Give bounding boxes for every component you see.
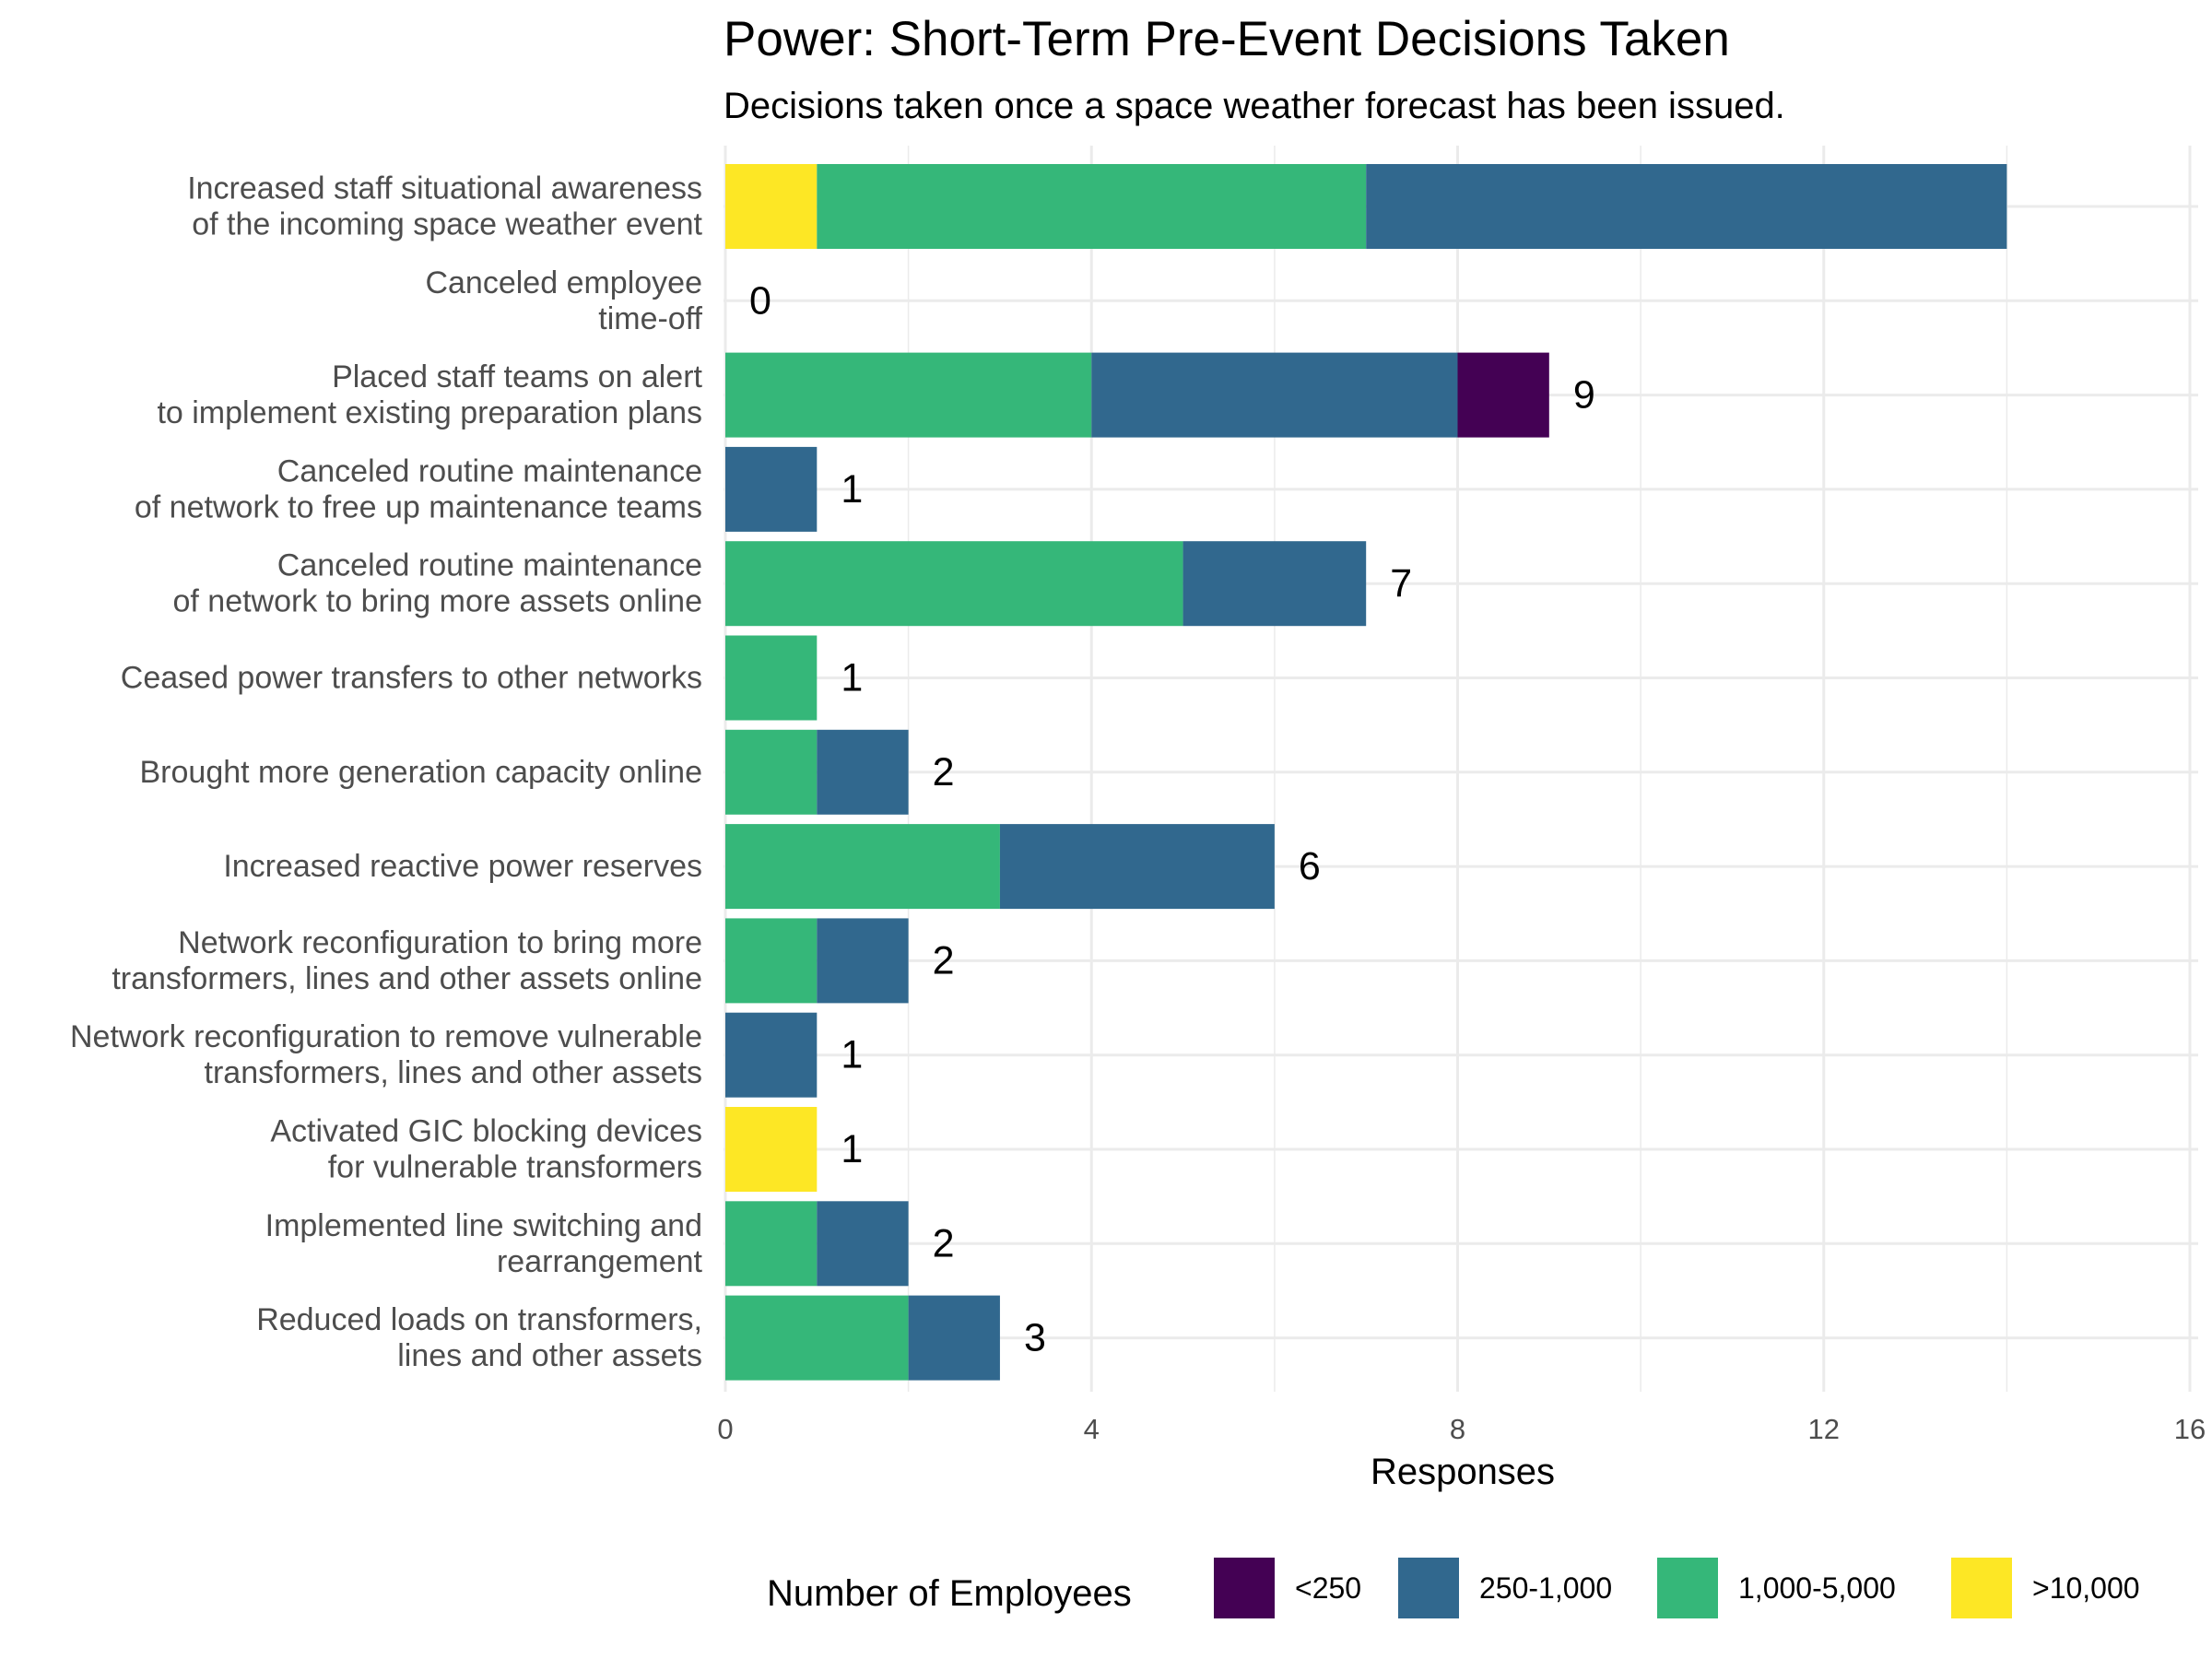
- category-label: Placed staff teams on alert: [332, 359, 702, 394]
- legend-key: [1657, 1558, 1718, 1618]
- labels: Increased staff situational awarenessof …: [70, 171, 2206, 1446]
- bar-total-label: 1: [841, 656, 863, 700]
- bar-segment: [725, 446, 818, 532]
- legend-label: >10,000: [2032, 1571, 2140, 1605]
- legend-title: Number of Employees: [767, 1573, 1132, 1614]
- bar-segment: [999, 824, 1275, 910]
- category-label: of network to bring more assets online: [172, 584, 702, 619]
- bar-segment: [817, 918, 909, 1004]
- category-label: to implement existing preparation plans: [157, 395, 702, 430]
- bar-segment: [725, 164, 818, 249]
- bar-total-label: 2: [933, 1221, 955, 1265]
- legend-key: [1398, 1558, 1459, 1618]
- bar-total-label: 7: [1390, 561, 1412, 606]
- x-tick-label: 4: [1084, 1413, 1100, 1445]
- legend-key: [1951, 1558, 2012, 1618]
- category-label: Network reconfiguration to remove vulner…: [70, 1019, 702, 1054]
- category-label: Implemented line switching and: [265, 1208, 702, 1243]
- bar-total-label: 3: [1024, 1316, 1046, 1360]
- bar-segment: [908, 1295, 1000, 1381]
- category-label: time-off: [598, 301, 702, 336]
- bar-segment: [725, 541, 1183, 627]
- bar-total-label: 2: [933, 938, 955, 982]
- chart-title: Power: Short-Term Pre-Event Decisions Ta…: [724, 12, 1730, 66]
- category-label: Canceled employee: [425, 265, 702, 300]
- legend-key: [1214, 1558, 1275, 1618]
- x-tick-label: 0: [717, 1413, 733, 1445]
- x-axis-title: Responses: [1371, 1452, 1555, 1492]
- category-label: of the incoming space weather event: [192, 207, 702, 242]
- bar-segment: [725, 1107, 818, 1192]
- category-label: Increased staff situational awareness: [187, 171, 702, 206]
- category-label: lines and other assets: [397, 1338, 702, 1373]
- x-tick-label: 16: [2174, 1413, 2206, 1445]
- category-label: Network reconfiguration to bring more: [178, 925, 702, 960]
- category-label: for vulnerable transformers: [328, 1150, 702, 1185]
- chart-subtitle: Decisions taken once a space weather for…: [724, 86, 1785, 126]
- x-tick-label: 8: [1450, 1413, 1465, 1445]
- bar-total-label: 2: [933, 750, 955, 794]
- bar-segment: [725, 918, 818, 1004]
- category-label: Reduced loads on transformers,: [256, 1302, 702, 1337]
- bar-segment: [1091, 352, 1458, 438]
- bar-segment: [817, 729, 909, 815]
- bar-segment: [725, 635, 818, 721]
- category-label: of network to free up maintenance teams: [135, 489, 702, 524]
- bar-segment: [1182, 541, 1367, 627]
- bar-segment: [725, 352, 1092, 438]
- bar-segment: [725, 729, 818, 815]
- legend-label: 250-1,000: [1479, 1571, 1612, 1605]
- bar-total-label: 9: [1573, 373, 1595, 418]
- category-label: Increased reactive power reserves: [223, 849, 702, 884]
- category-label: Canceled routine maintenance: [277, 548, 702, 583]
- bar-segment: [725, 824, 1000, 910]
- legend: Number of Employees <250 250-1,000 1,000-5…: [767, 1558, 2140, 1618]
- bar-segment: [725, 1295, 909, 1381]
- bars: [725, 164, 2007, 1381]
- bar-total-label: 1: [841, 467, 863, 512]
- category-label: Canceled routine maintenance: [277, 453, 702, 488]
- bar-segment: [817, 164, 1367, 249]
- bar-total-label: 6: [1299, 844, 1321, 888]
- bar-total-label: 1: [841, 1033, 863, 1077]
- legend-label: <250: [1295, 1571, 1361, 1605]
- bar-segment: [725, 1012, 818, 1098]
- category-label: Activated GIC blocking devices: [270, 1114, 702, 1149]
- bar-segment: [1457, 352, 1549, 438]
- category-label: Brought more generation capacity online: [140, 755, 703, 790]
- category-label: transformers, lines and other assets onl…: [112, 961, 702, 996]
- bar-total-label: 1: [841, 1127, 863, 1171]
- category-label: rearrangement: [497, 1244, 703, 1279]
- legend-label: 1,000-5,000: [1738, 1571, 1896, 1605]
- bar-segment: [817, 1201, 909, 1287]
- category-label: Ceased power transfers to other networks: [121, 661, 702, 696]
- bar-total-label: 0: [749, 278, 771, 323]
- x-tick-label: 12: [1808, 1413, 1840, 1445]
- category-label: transformers, lines and other assets: [205, 1055, 702, 1090]
- bar-segment: [725, 1201, 818, 1287]
- bar-segment: [1366, 164, 2007, 249]
